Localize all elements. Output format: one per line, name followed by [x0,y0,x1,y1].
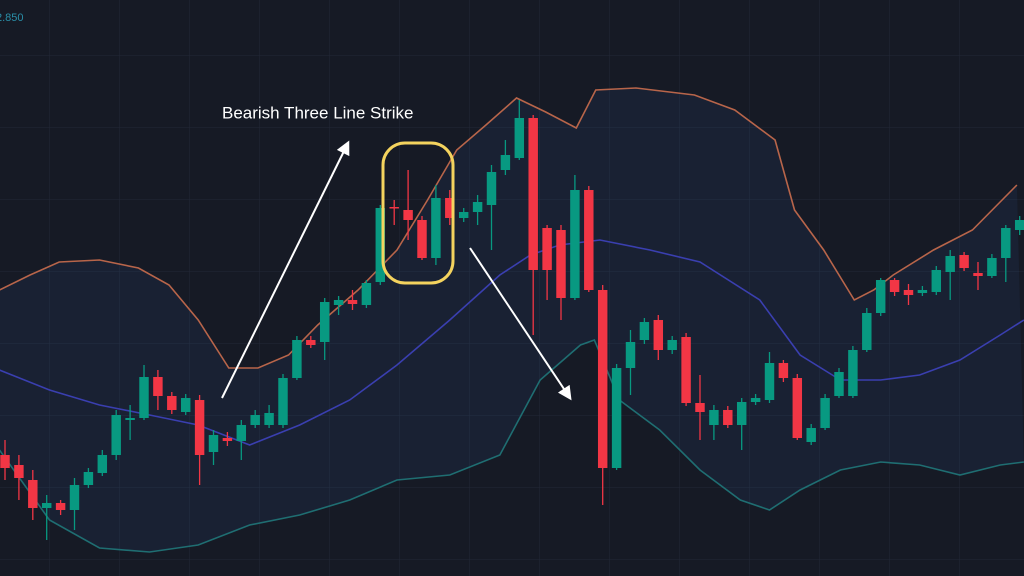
candle-body [528,118,538,270]
candle-body [764,363,775,400]
arrow-down [469,247,572,401]
band-fill [0,88,1024,552]
candle-body [709,410,719,425]
candle-body [180,398,191,412]
candle-body [194,400,205,455]
candle-body [403,210,413,220]
candle-body [264,413,274,425]
candle-body [931,270,942,292]
candle-body [278,378,288,425]
candle-body [889,280,900,292]
candle-body [542,228,552,270]
candle-body [959,255,969,268]
candle-body [639,322,650,340]
candle-body [917,290,928,293]
candle-body [208,435,219,452]
candle-body [41,503,52,508]
candle-body [167,396,177,410]
candle-body [570,190,580,298]
candle-body [667,340,677,350]
candle-body [806,428,816,442]
candle-body [597,290,608,468]
highlight-box [381,141,455,285]
candle-body [458,212,469,218]
candle-body [0,455,10,468]
candle-body [236,425,247,441]
candle-body [361,283,372,305]
candle-body [445,198,455,218]
candle-body [389,207,399,209]
candle-body [834,372,844,396]
candle-body [736,402,747,425]
candle-body [417,220,427,258]
candle-body [55,503,66,510]
candle-body [848,350,858,396]
candle-body [875,280,886,313]
annotation: Bearish Three Line Strike [222,103,414,122]
candle-body [584,190,594,290]
candle-body [250,415,260,425]
candle-body [83,472,94,485]
candle-body [306,340,316,345]
candle-body [1001,228,1011,258]
candle-body [862,313,872,350]
band-line [0,338,1024,553]
candle-body [69,485,80,510]
candle-body [125,418,135,420]
candle-body [611,368,622,468]
candle-body [319,302,330,342]
candle-body [111,415,121,455]
candle-body [97,455,108,473]
candle-body [723,410,733,425]
candles [0,100,1024,540]
candle-body [333,300,344,305]
candle-body [28,480,38,508]
candle-body [14,465,24,478]
candle-body [903,290,914,295]
arrow-up [221,140,350,399]
candle-body [695,403,705,412]
candle-body [153,377,163,396]
candle-body [514,118,525,158]
candle-body [472,202,483,212]
candle-body [820,398,830,428]
band-line [0,87,1018,369]
candle-body [556,230,566,298]
candle-body [1014,220,1024,230]
candle-body [375,208,386,282]
candle-body [222,438,233,441]
candle-body [681,337,691,403]
candle-body [750,398,761,402]
candle-body [347,300,358,304]
candle-body [778,363,789,378]
candle-body [625,342,636,368]
candle-body [500,155,511,170]
candle-body [653,320,664,350]
candle-body [292,340,302,378]
candle-body [792,378,803,438]
candle-body [139,377,149,418]
candle-body [987,258,997,276]
candle-body [431,198,441,258]
price-label: 2.850 [0,12,24,24]
candle-body [486,172,497,205]
candle-body [945,256,955,272]
candle-body [973,273,983,276]
